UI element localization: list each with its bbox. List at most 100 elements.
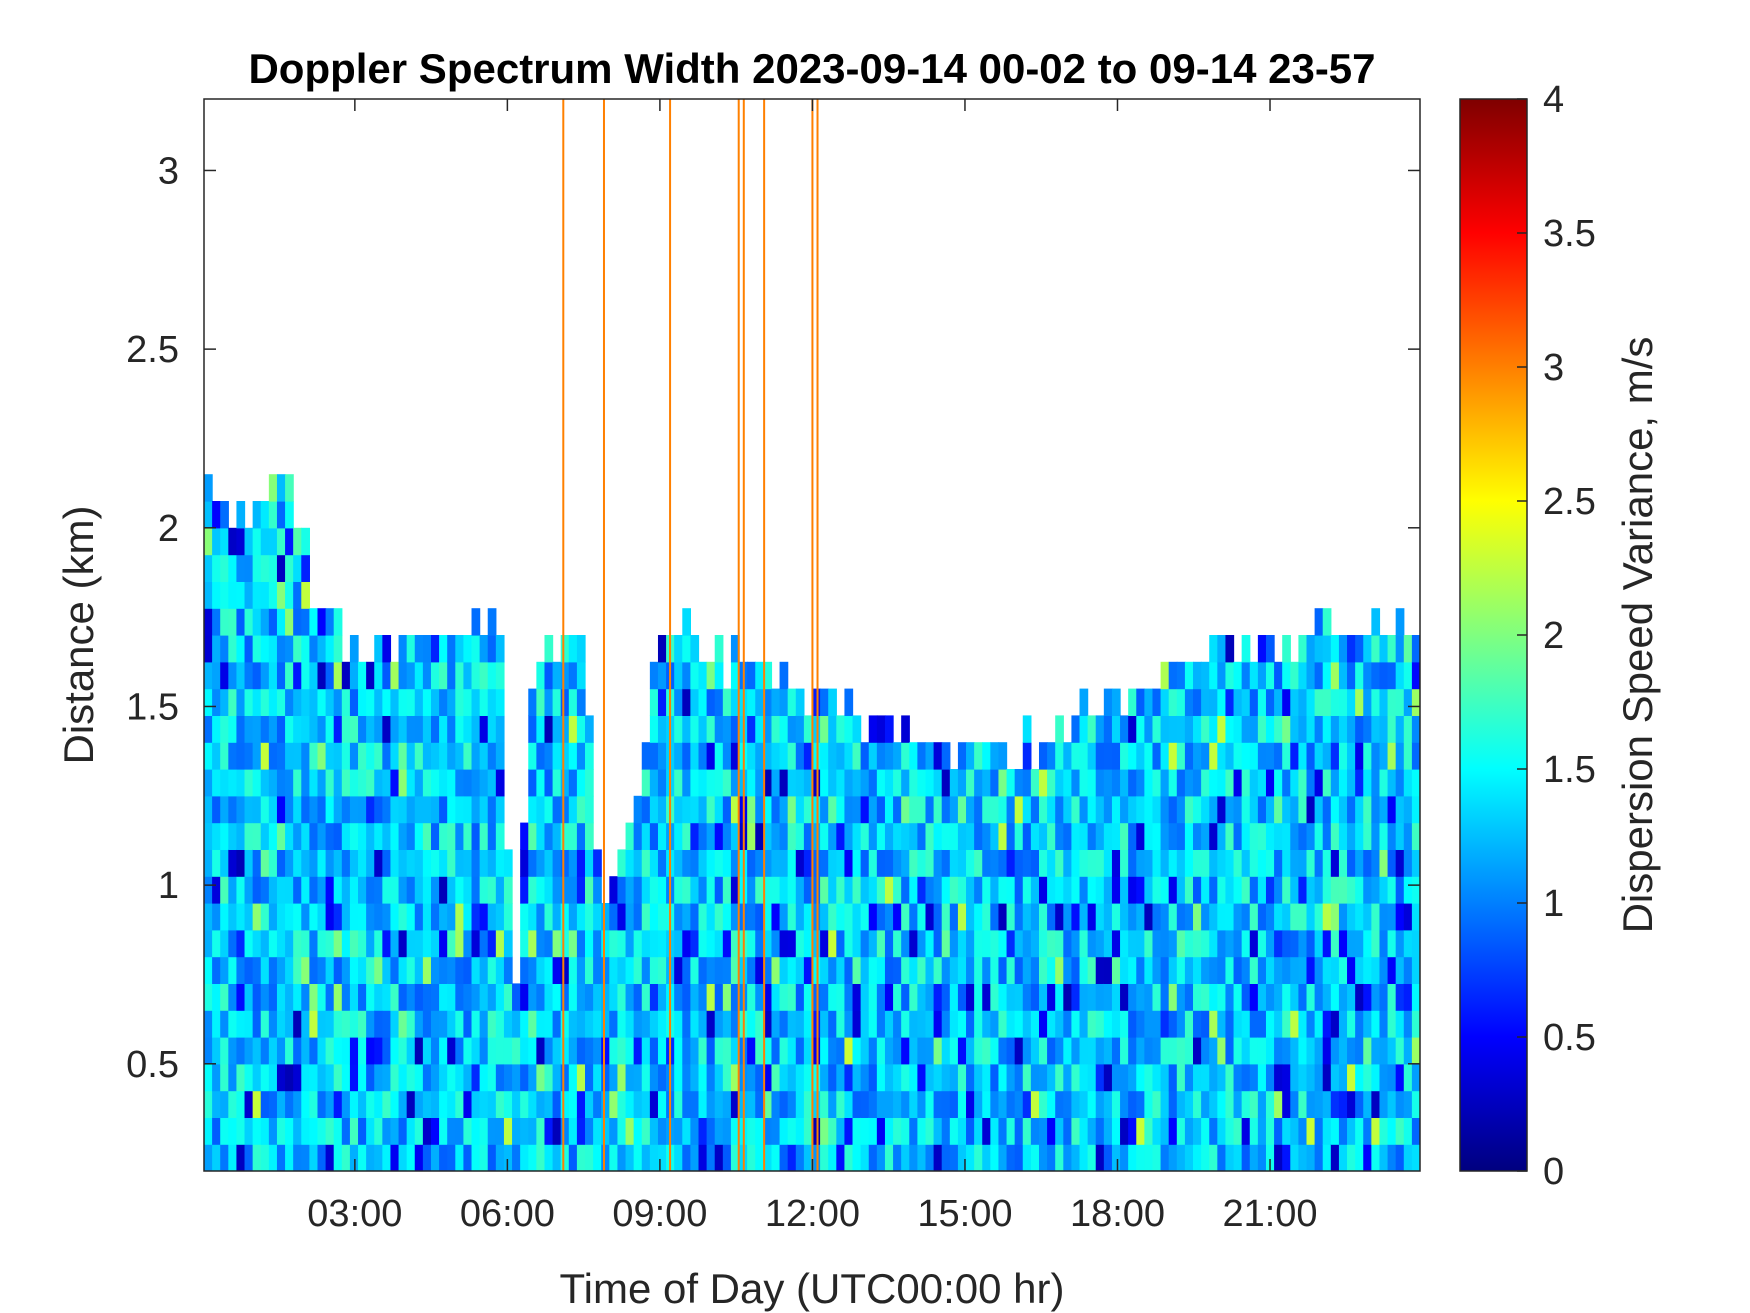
heatmap-cell xyxy=(1063,929,1073,958)
heatmap-cell xyxy=(398,903,408,931)
heatmap-cell xyxy=(536,1090,546,1118)
heatmap-cell xyxy=(520,1063,529,1092)
heatmap-cell xyxy=(706,876,716,904)
heatmap-cell xyxy=(876,1144,886,1171)
heatmap-cell xyxy=(585,715,594,743)
heatmap-cell xyxy=(1338,903,1348,931)
heatmap-cell xyxy=(836,956,846,984)
heatmap-cell xyxy=(220,688,229,716)
heatmap-cell xyxy=(333,1037,343,1065)
heatmap-cell xyxy=(244,608,254,636)
heatmap-cell xyxy=(1184,742,1194,770)
heatmap-cell xyxy=(276,983,286,1011)
heatmap-cell xyxy=(601,1090,610,1118)
heatmap-cell xyxy=(552,715,562,743)
heatmap-cell xyxy=(706,1117,716,1145)
heatmap-cell xyxy=(1338,1010,1348,1038)
heatmap-cell xyxy=(552,1063,562,1092)
heatmap-cell xyxy=(301,608,310,636)
heatmap-cell xyxy=(382,635,392,663)
heatmap-cell xyxy=(1152,1144,1162,1171)
heatmap-cell xyxy=(1217,956,1227,984)
heatmap-cell xyxy=(1403,1010,1413,1038)
heatmap-cell xyxy=(430,661,440,690)
heatmap-cell xyxy=(1201,876,1210,904)
heatmap-cell xyxy=(398,929,408,958)
heatmap-cell xyxy=(1152,849,1162,877)
heatmap-cell xyxy=(1128,769,1137,797)
heatmap-cell xyxy=(1087,1010,1097,1038)
heatmap-cell xyxy=(674,956,683,984)
heatmap-cell xyxy=(455,903,465,931)
heatmap-cell xyxy=(803,876,813,904)
heatmap-cell xyxy=(406,1010,416,1038)
heatmap-cell xyxy=(204,474,213,502)
heatmap-cell xyxy=(1120,983,1129,1011)
heatmap-cell xyxy=(568,903,578,931)
heatmap-cell xyxy=(633,1037,643,1065)
heatmap-cell xyxy=(1347,742,1356,770)
heatmap-cell xyxy=(1217,795,1227,824)
heatmap-cell xyxy=(1411,929,1420,958)
heatmap-cell xyxy=(1347,715,1356,743)
heatmap-cell xyxy=(1087,742,1097,770)
heatmap-cell xyxy=(1144,769,1154,797)
heatmap-cell xyxy=(536,742,546,770)
heatmap-cell xyxy=(1217,1037,1227,1065)
heatmap-cell xyxy=(820,1090,829,1118)
heatmap-cell xyxy=(674,795,683,824)
heatmap-cell xyxy=(1355,929,1364,958)
heatmap-cell xyxy=(455,956,465,984)
heatmap-cell xyxy=(285,983,294,1011)
heatmap-cell xyxy=(803,1010,813,1038)
heatmap-cell xyxy=(1314,688,1324,716)
heatmap-cell xyxy=(722,1090,732,1118)
heatmap-cell xyxy=(447,903,456,931)
heatmap-cell xyxy=(406,822,416,850)
heatmap-cell xyxy=(909,929,918,958)
heatmap-cell xyxy=(820,876,829,904)
heatmap-cell xyxy=(1314,822,1324,850)
heatmap-cell xyxy=(285,661,294,690)
heatmap-cell xyxy=(868,1010,878,1038)
heatmap-cell xyxy=(268,1117,278,1145)
heatmap-cell xyxy=(755,1063,764,1092)
heatmap-cell xyxy=(698,1063,708,1092)
heatmap-cell xyxy=(236,849,246,877)
heatmap-cell xyxy=(674,849,683,877)
heatmap-cell xyxy=(1274,1010,1283,1038)
heatmap-cell xyxy=(398,635,408,663)
heatmap-cell xyxy=(1184,876,1194,904)
heatmap-cell xyxy=(260,688,270,716)
heatmap-cell xyxy=(1379,983,1389,1011)
heatmap-cell xyxy=(860,983,870,1011)
heatmap-cell xyxy=(1047,795,1056,824)
heatmap-cell xyxy=(1209,1010,1218,1038)
heatmap-cell xyxy=(447,849,456,877)
heatmap-cell xyxy=(1338,1090,1348,1118)
heatmap-cell xyxy=(585,822,594,850)
heatmap-cell xyxy=(1079,1090,1089,1118)
heatmap-cell xyxy=(236,1063,246,1092)
heatmap-cell xyxy=(690,795,700,824)
heatmap-cell xyxy=(1184,1090,1194,1118)
heatmap-cell xyxy=(1201,1063,1210,1092)
heatmap-cell xyxy=(382,1063,392,1092)
heatmap-cell xyxy=(536,1010,546,1038)
heatmap-cell xyxy=(244,903,254,931)
heatmap-cell xyxy=(682,983,691,1011)
heatmap-cell xyxy=(260,742,270,770)
heatmap-cell xyxy=(398,822,408,850)
heatmap-cell xyxy=(301,688,310,716)
heatmap-cell xyxy=(795,688,805,716)
heatmap-cell xyxy=(560,661,570,690)
heatmap-cell xyxy=(933,876,943,904)
heatmap-cell xyxy=(414,742,424,770)
heatmap-cell xyxy=(374,1144,383,1171)
heatmap-cell xyxy=(674,661,683,690)
heatmap-cell xyxy=(1355,1010,1364,1038)
heatmap-cell xyxy=(455,1090,465,1118)
heatmap-cell xyxy=(763,1037,773,1065)
heatmap-cell xyxy=(317,1117,327,1145)
heatmap-cell xyxy=(998,1117,1008,1145)
